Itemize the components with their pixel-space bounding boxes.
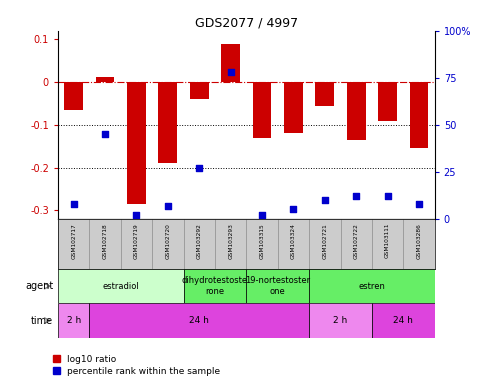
- Bar: [309, 303, 372, 338]
- Point: [384, 193, 392, 199]
- Text: 2 h: 2 h: [333, 316, 348, 325]
- Text: GSM103111: GSM103111: [385, 223, 390, 258]
- Point: [415, 201, 423, 207]
- Bar: [410, 82, 428, 148]
- Text: time: time: [31, 316, 53, 326]
- Bar: [190, 82, 209, 99]
- Bar: [253, 82, 271, 137]
- Bar: [158, 82, 177, 163]
- Text: GSM102718: GSM102718: [102, 223, 108, 258]
- Bar: [58, 303, 89, 338]
- Bar: [127, 82, 146, 204]
- Bar: [89, 219, 121, 269]
- Bar: [215, 219, 246, 269]
- Text: GSM102717: GSM102717: [71, 223, 76, 258]
- Bar: [347, 82, 366, 140]
- Text: 19-nortestoster
one: 19-nortestoster one: [245, 276, 310, 296]
- Bar: [403, 219, 435, 269]
- Point: [227, 69, 235, 75]
- Text: GSM102719: GSM102719: [134, 223, 139, 258]
- Point: [164, 203, 172, 209]
- Text: GSM103293: GSM103293: [228, 223, 233, 259]
- Bar: [58, 219, 89, 269]
- Bar: [246, 219, 278, 269]
- Bar: [378, 82, 397, 121]
- Text: agent: agent: [25, 281, 53, 291]
- Bar: [184, 219, 215, 269]
- Text: 24 h: 24 h: [393, 316, 413, 325]
- Bar: [315, 82, 334, 106]
- Bar: [309, 269, 435, 303]
- Bar: [246, 269, 309, 303]
- Point: [290, 207, 298, 213]
- Bar: [58, 269, 184, 303]
- Text: GSM103292: GSM103292: [197, 223, 202, 259]
- Bar: [278, 219, 309, 269]
- Text: GSM102720: GSM102720: [165, 223, 170, 259]
- Text: GSM103286: GSM103286: [416, 223, 422, 258]
- Bar: [372, 303, 435, 338]
- Point: [70, 201, 78, 207]
- Point: [133, 212, 141, 218]
- Point: [195, 165, 203, 171]
- Bar: [121, 219, 152, 269]
- Title: GDS2077 / 4997: GDS2077 / 4997: [195, 17, 298, 30]
- Text: dihydrotestoste
rone: dihydrotestoste rone: [182, 276, 248, 296]
- Point: [321, 197, 328, 203]
- Text: GSM102722: GSM102722: [354, 223, 359, 259]
- Point: [258, 212, 266, 218]
- Bar: [372, 219, 403, 269]
- Bar: [152, 219, 184, 269]
- Bar: [284, 82, 303, 133]
- Text: 2 h: 2 h: [67, 316, 81, 325]
- Text: estradiol: estradiol: [102, 281, 139, 291]
- Text: GSM102721: GSM102721: [322, 223, 327, 258]
- Text: GSM103315: GSM103315: [259, 223, 265, 258]
- Point: [101, 131, 109, 137]
- Bar: [221, 43, 240, 82]
- Text: estren: estren: [358, 281, 385, 291]
- Legend: log10 ratio, percentile rank within the sample: log10 ratio, percentile rank within the …: [53, 355, 220, 376]
- Bar: [96, 77, 114, 82]
- Bar: [184, 269, 246, 303]
- Point: [353, 193, 360, 199]
- Text: 24 h: 24 h: [189, 316, 209, 325]
- Bar: [341, 219, 372, 269]
- Bar: [309, 219, 341, 269]
- Bar: [64, 82, 83, 110]
- Bar: [89, 303, 309, 338]
- Text: GSM103324: GSM103324: [291, 223, 296, 259]
